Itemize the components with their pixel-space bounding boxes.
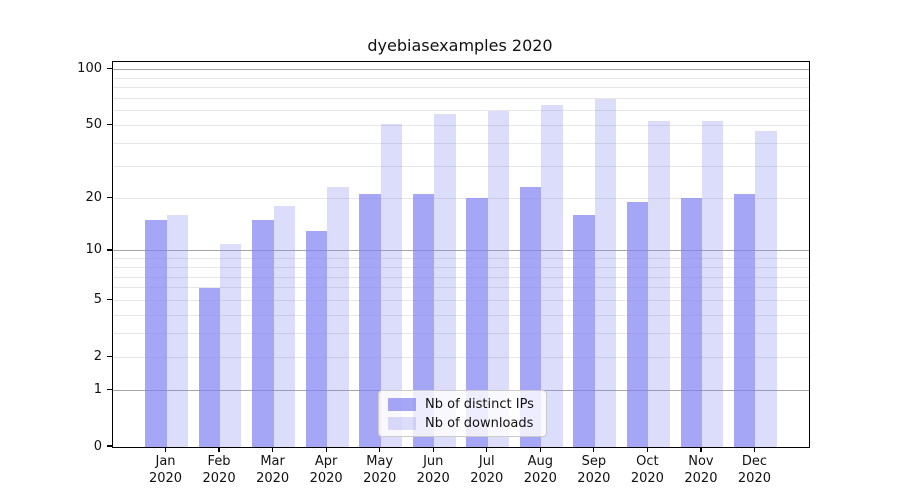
y-tick-label-5: 5 bbox=[93, 292, 102, 308]
y-tick-label-50: 50 bbox=[85, 117, 102, 133]
y-tick-mark-20 bbox=[107, 196, 112, 198]
bar-downloads-sep bbox=[594, 98, 617, 447]
minor-gridline-90 bbox=[113, 77, 809, 79]
bar-downloads-may bbox=[380, 124, 403, 447]
bar-distinct-ips-aug bbox=[519, 187, 542, 447]
y-tick-mark-0 bbox=[107, 445, 112, 447]
y-tick-label-0: 0 bbox=[93, 438, 102, 454]
legend-item-downloads: Nb of downloads bbox=[388, 416, 537, 431]
bar-distinct-ips-dec bbox=[734, 194, 756, 447]
x-tick-mark-feb bbox=[218, 447, 220, 452]
y-tick-label-100: 100 bbox=[77, 61, 102, 77]
x-tick-mark-oct bbox=[646, 447, 648, 452]
minor-gridline-80 bbox=[113, 87, 809, 89]
x-tick-mark-jul bbox=[486, 447, 488, 452]
bar-distinct-ips-may bbox=[359, 194, 381, 447]
x-tick-label-may: May 2020 bbox=[363, 454, 397, 486]
minor-gridline-60 bbox=[113, 110, 809, 112]
minor-gridline-4 bbox=[113, 314, 809, 316]
x-tick-label-mar: Mar 2020 bbox=[256, 454, 290, 486]
x-tick-mark-sep bbox=[593, 447, 595, 452]
y-tick-mark-50 bbox=[107, 123, 112, 126]
bar-distinct-ips-feb bbox=[198, 287, 221, 447]
x-tick-mark-may bbox=[379, 447, 381, 452]
bar-downloads-dec bbox=[755, 130, 777, 447]
bar-downloads-feb bbox=[220, 243, 242, 447]
x-tick-mark-jan bbox=[164, 447, 167, 452]
minor-gridline-8 bbox=[113, 266, 809, 268]
y-tick-mark-10 bbox=[107, 249, 112, 251]
bar-downloads-jan bbox=[166, 215, 188, 447]
y-tick-mark-5 bbox=[107, 298, 112, 301]
minor-gridline-3 bbox=[113, 333, 809, 335]
x-tick-label-jul: Jul 2020 bbox=[470, 454, 504, 486]
x-tick-mark-mar bbox=[272, 447, 274, 452]
y-tick-label-1: 1 bbox=[93, 381, 102, 397]
bar-downloads-aug bbox=[541, 104, 563, 447]
major-gridline-100 bbox=[113, 69, 809, 71]
y-tick-mark-1 bbox=[107, 388, 112, 390]
bar-distinct-ips-jun bbox=[412, 194, 435, 447]
bar-downloads-mar bbox=[273, 206, 296, 447]
minor-gridline-50 bbox=[113, 125, 809, 127]
minor-gridline-5 bbox=[113, 300, 809, 302]
y-tick-label-20: 20 bbox=[85, 189, 102, 205]
legend-label-downloads: Nb of downloads bbox=[425, 415, 534, 431]
legend-swatch-distinct-ips bbox=[388, 397, 416, 411]
x-tick-mark-nov bbox=[700, 447, 702, 452]
x-tick-mark-dec bbox=[753, 447, 756, 452]
y-tick-label-10: 10 bbox=[85, 242, 102, 258]
minor-gridline-20 bbox=[113, 197, 809, 199]
bar-distinct-ips-oct bbox=[626, 202, 649, 447]
y-tick-mark-2 bbox=[107, 355, 112, 357]
bar-downloads-apr bbox=[327, 187, 349, 447]
x-tick-label-oct: Oct 2020 bbox=[630, 454, 664, 486]
legend-item-distinct-ips: Nb of distinct IPs bbox=[388, 397, 537, 412]
bar-distinct-ips-apr bbox=[305, 231, 328, 447]
x-tick-label-dec: Dec 2020 bbox=[737, 454, 771, 486]
minor-gridline-9 bbox=[113, 258, 809, 260]
legend-swatch-downloads bbox=[388, 416, 416, 430]
major-gridline-10 bbox=[113, 250, 809, 252]
minor-gridline-7 bbox=[113, 276, 809, 278]
bar-distinct-ips-mar bbox=[252, 220, 274, 447]
x-tick-label-sep: Sep 2020 bbox=[577, 454, 611, 486]
y-tick-label-2: 2 bbox=[93, 348, 102, 364]
legend: Nb of distinct IPs Nb of downloads bbox=[378, 390, 547, 437]
x-tick-label-jan: Jan 2020 bbox=[148, 454, 183, 486]
x-tick-label-nov: Nov 2020 bbox=[684, 454, 718, 486]
minor-gridline-70 bbox=[113, 98, 809, 100]
chart-title: dyebiasexamples 2020 bbox=[367, 36, 553, 55]
x-tick-mark-jun bbox=[432, 447, 434, 452]
y-tick-mark-100 bbox=[107, 68, 112, 70]
bar-distinct-ips-nov bbox=[680, 198, 702, 447]
x-tick-mark-aug bbox=[539, 447, 541, 452]
bar-downloads-oct bbox=[648, 120, 670, 447]
minor-gridline-6 bbox=[113, 287, 809, 289]
bar-distinct-ips-jan bbox=[145, 220, 167, 447]
x-tick-mark-apr bbox=[325, 447, 327, 452]
x-tick-label-feb: Feb 2020 bbox=[202, 454, 236, 486]
minor-gridline-30 bbox=[113, 165, 809, 167]
minor-gridline-40 bbox=[113, 142, 809, 144]
minor-gridline-2 bbox=[113, 356, 809, 358]
legend-label-distinct-ips: Nb of distinct IPs bbox=[425, 396, 534, 412]
plot-area bbox=[112, 61, 810, 448]
bar-downloads-jun bbox=[434, 113, 456, 447]
bar-distinct-ips-sep bbox=[573, 215, 595, 447]
bar-distinct-ips-jul bbox=[466, 198, 488, 447]
bar-downloads-jul bbox=[487, 110, 510, 447]
x-tick-label-aug: Aug 2020 bbox=[523, 454, 557, 486]
x-tick-label-jun: Jun 2020 bbox=[416, 454, 450, 486]
bar-downloads-nov bbox=[701, 120, 724, 447]
x-tick-label-apr: Apr 2020 bbox=[309, 454, 343, 486]
